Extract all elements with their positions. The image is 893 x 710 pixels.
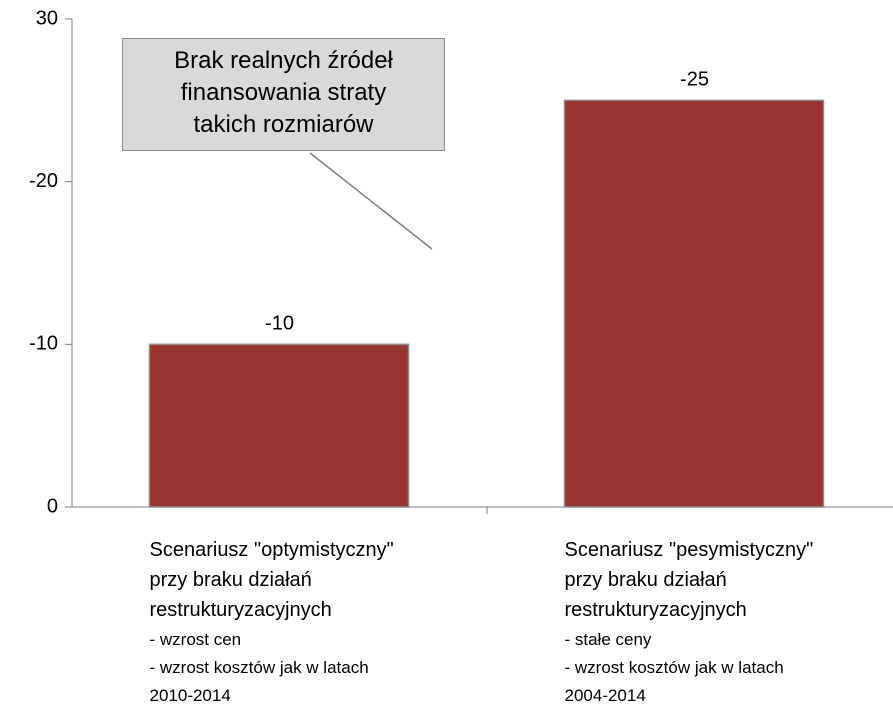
y-tick-label: 0 (47, 495, 58, 517)
category-note: - wzrost cen - wzrost kosztów jak w lata… (149, 630, 369, 705)
value-label: -25 (680, 69, 709, 91)
x-tick-label: Scenariusz "pesymistyczny" przy braku dz… (564, 539, 814, 621)
y-tick-label: -10 (29, 333, 58, 355)
y-tick-label: 30 (36, 7, 58, 29)
bar (148, 343, 410, 508)
bar (563, 99, 825, 508)
category-note: - stałe ceny - wzrost kosztów jak w lata… (564, 630, 784, 705)
y-tick-label: -20 (29, 170, 58, 192)
value-label: -10 (265, 313, 294, 335)
x-tick-label: Scenariusz "optymistyczny" przy braku dz… (149, 539, 394, 621)
annotation: Brak realnych źródeł finansowania straty… (122, 38, 445, 151)
callout-pointer (309, 152, 433, 250)
